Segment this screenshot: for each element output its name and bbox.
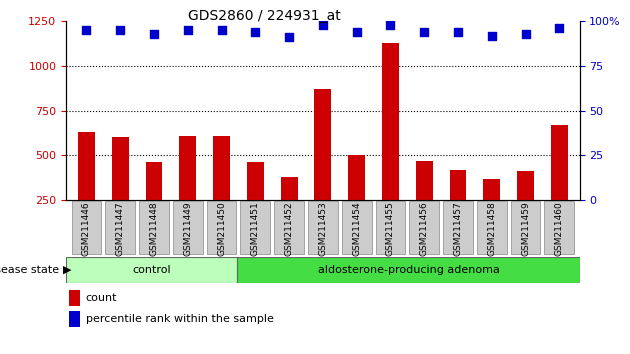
FancyBboxPatch shape (410, 201, 439, 254)
Bar (416, 161, 433, 245)
Bar (348, 155, 365, 245)
Bar (314, 89, 331, 245)
FancyBboxPatch shape (241, 201, 270, 254)
Text: GDS2860 / 224931_at: GDS2860 / 224931_at (188, 9, 341, 23)
Text: GSM211447: GSM211447 (116, 202, 125, 256)
Text: count: count (86, 293, 117, 303)
FancyBboxPatch shape (72, 201, 101, 254)
FancyBboxPatch shape (105, 201, 135, 254)
Text: GSM211446: GSM211446 (82, 202, 91, 256)
Point (284, 34, 294, 40)
Bar (517, 171, 534, 245)
Text: disease state: disease state (0, 265, 63, 275)
Text: GSM211449: GSM211449 (183, 202, 192, 256)
Bar (551, 125, 568, 245)
Point (250, 29, 260, 35)
Text: GSM211459: GSM211459 (521, 202, 530, 256)
Bar (146, 162, 163, 245)
Bar (450, 170, 466, 245)
Text: percentile rank within the sample: percentile rank within the sample (86, 314, 273, 324)
Point (352, 29, 362, 35)
FancyBboxPatch shape (308, 201, 338, 254)
Text: GSM211456: GSM211456 (420, 202, 428, 256)
FancyBboxPatch shape (139, 201, 169, 254)
FancyBboxPatch shape (342, 201, 372, 254)
Text: GSM211448: GSM211448 (149, 202, 159, 256)
FancyBboxPatch shape (66, 257, 238, 283)
FancyBboxPatch shape (375, 201, 405, 254)
Point (183, 27, 193, 33)
Point (487, 33, 497, 38)
Text: GSM211455: GSM211455 (386, 202, 395, 256)
FancyBboxPatch shape (477, 201, 507, 254)
Point (81, 27, 91, 33)
Bar (213, 136, 230, 245)
Point (318, 22, 328, 28)
Point (520, 31, 530, 36)
Text: GSM211450: GSM211450 (217, 202, 226, 256)
Text: GSM211453: GSM211453 (318, 202, 328, 256)
Text: GSM211460: GSM211460 (555, 202, 564, 256)
FancyBboxPatch shape (274, 201, 304, 254)
FancyBboxPatch shape (207, 201, 236, 254)
FancyBboxPatch shape (238, 257, 580, 283)
FancyBboxPatch shape (443, 201, 473, 254)
Bar (180, 136, 196, 245)
Bar (382, 43, 399, 245)
Bar (69, 290, 80, 306)
Point (217, 27, 227, 33)
Point (554, 25, 564, 31)
Text: GSM211454: GSM211454 (352, 202, 361, 256)
Text: control: control (132, 265, 171, 275)
Point (115, 27, 125, 33)
Text: aldosterone-producing adenoma: aldosterone-producing adenoma (318, 265, 500, 275)
Text: GSM211452: GSM211452 (285, 202, 294, 256)
Point (149, 31, 159, 36)
FancyBboxPatch shape (544, 201, 574, 254)
Text: GSM211451: GSM211451 (251, 202, 260, 256)
Point (386, 22, 396, 28)
FancyBboxPatch shape (173, 201, 203, 254)
Bar (483, 178, 500, 245)
Bar (69, 311, 80, 327)
Text: GSM211457: GSM211457 (454, 202, 462, 256)
Point (453, 29, 463, 35)
Bar (247, 162, 264, 245)
FancyBboxPatch shape (511, 201, 541, 254)
Point (419, 29, 429, 35)
Bar (280, 177, 297, 245)
Bar (112, 137, 129, 245)
Text: GSM211458: GSM211458 (487, 202, 496, 256)
Bar (78, 132, 95, 245)
Text: ▶: ▶ (63, 265, 71, 275)
